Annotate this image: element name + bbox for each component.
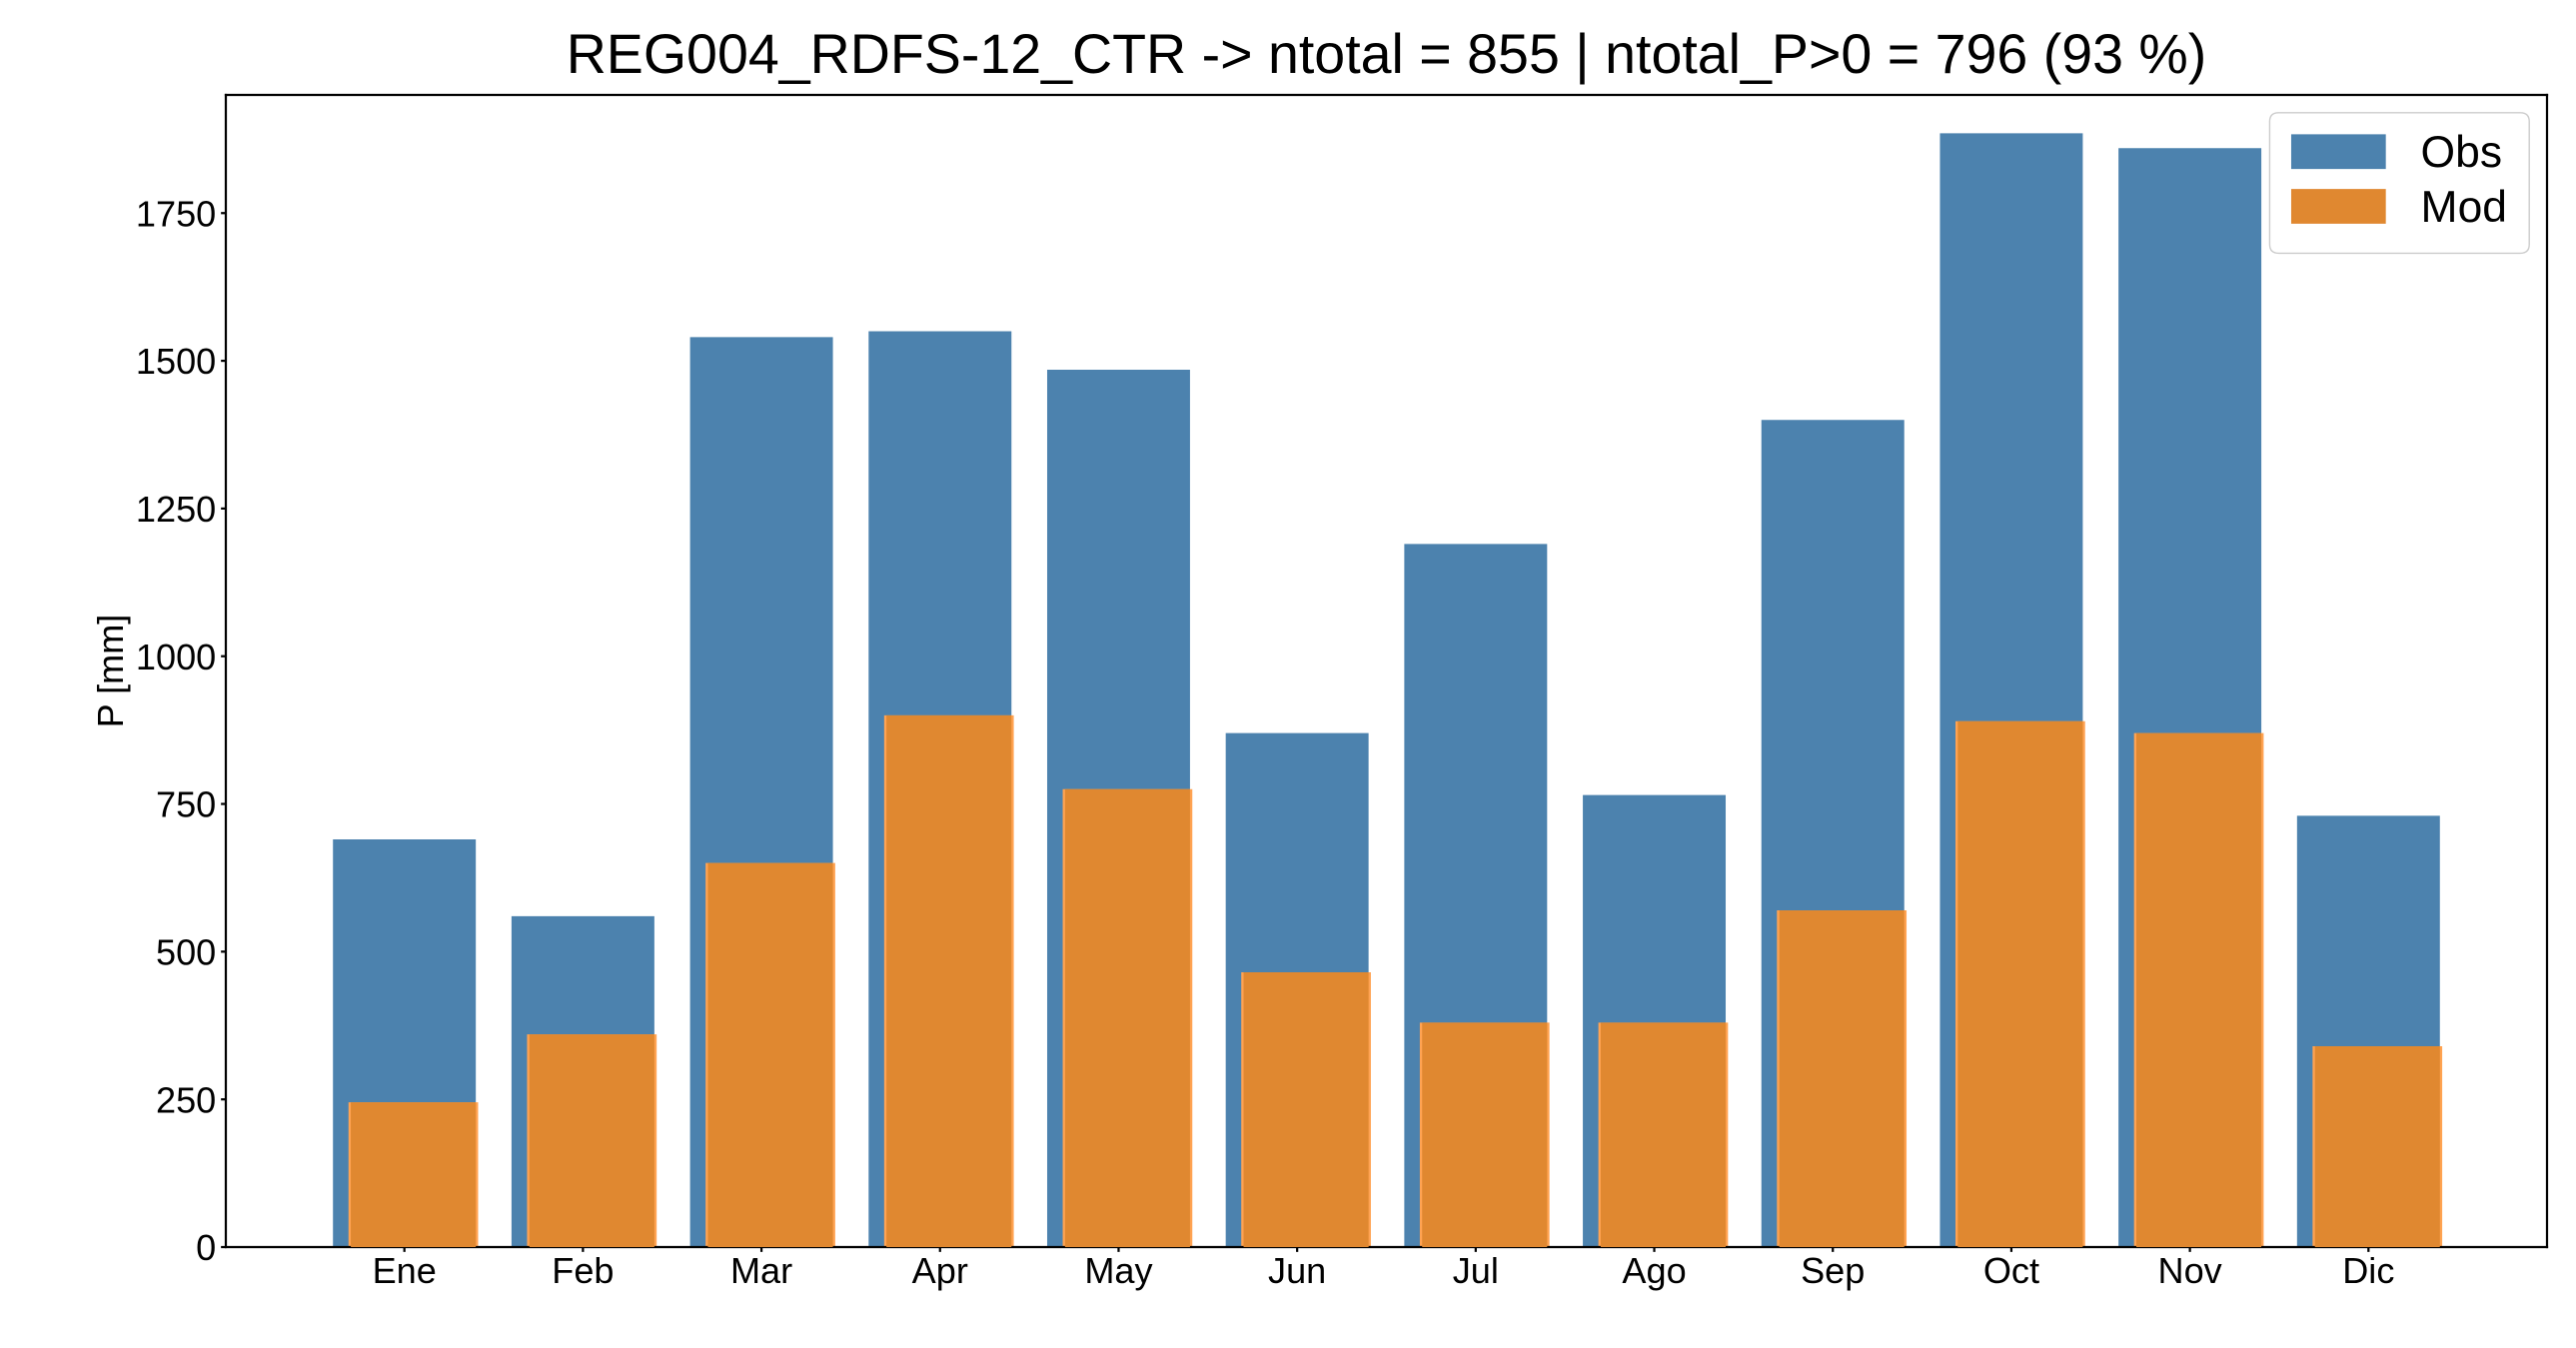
svg-text:Dic: Dic [2342, 1250, 2394, 1291]
svg-text:Nov: Nov [2158, 1250, 2222, 1291]
svg-text:500: 500 [156, 931, 216, 972]
svg-text:Jul: Jul [1453, 1250, 1499, 1291]
svg-text:1000: 1000 [136, 637, 216, 677]
svg-text:Sep: Sep [1801, 1250, 1865, 1291]
svg-text:Apr: Apr [912, 1250, 968, 1291]
svg-text:0: 0 [196, 1227, 216, 1268]
svg-text:250: 250 [156, 1079, 216, 1120]
svg-text:750: 750 [156, 784, 216, 825]
svg-text:REG004_RDFS-12_CTR -> ntotal =: REG004_RDFS-12_CTR -> ntotal = 855 | nto… [567, 23, 2207, 85]
svg-text:Mar: Mar [730, 1250, 792, 1291]
svg-text:1500: 1500 [136, 341, 216, 382]
svg-text:Ago: Ago [1622, 1250, 1686, 1291]
svg-text:Mod: Mod [2421, 183, 2507, 232]
svg-text:Ene: Ene [373, 1250, 437, 1291]
svg-text:Jun: Jun [1268, 1250, 1326, 1291]
svg-text:1250: 1250 [136, 489, 216, 530]
svg-text:Obs: Obs [2421, 128, 2503, 177]
svg-text:Oct: Oct [1983, 1250, 2039, 1291]
svg-text:P [mm]: P [mm] [90, 615, 131, 728]
svg-text:1750: 1750 [136, 193, 216, 234]
svg-text:May: May [1084, 1250, 1152, 1291]
svg-text:Feb: Feb [552, 1250, 614, 1291]
